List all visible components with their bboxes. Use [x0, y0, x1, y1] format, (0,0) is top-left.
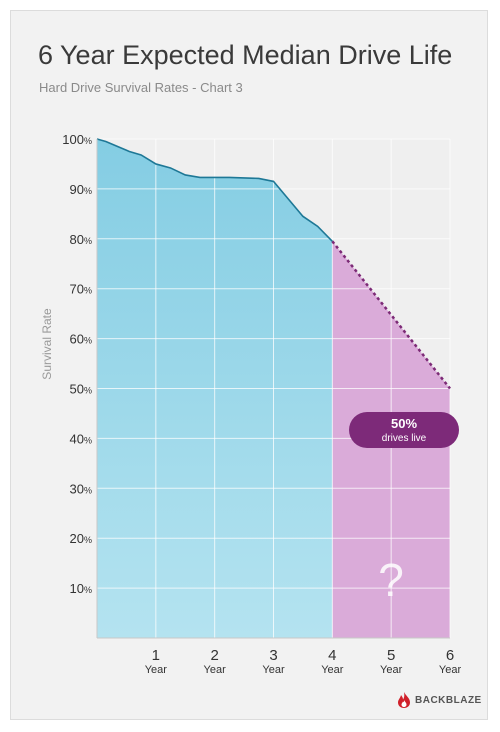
y-tick-label: 70% [70, 282, 92, 297]
x-tick-number: 5 [387, 647, 395, 664]
chart-subtitle: Hard Drive Survival Rates - Chart 3 [39, 80, 243, 95]
y-tick-label: 100% [62, 132, 92, 147]
y-tick-label: 50% [70, 382, 92, 397]
x-tick-number: 4 [328, 647, 336, 664]
annotation-pill [349, 412, 459, 448]
brand-logo: BACKBLAZE [397, 692, 482, 708]
brand-name: BACKBLAZE [415, 694, 482, 706]
x-tick-number: 1 [152, 647, 160, 664]
y-tick-label: 80% [70, 232, 92, 247]
x-tick-unit: Year [204, 664, 227, 676]
y-tick-label: 10% [70, 581, 92, 596]
y-tick-label: 20% [70, 531, 92, 546]
question-mark: ? [378, 554, 404, 606]
chart-title: 6 Year Expected Median Drive Life [38, 40, 453, 70]
y-tick-label: 60% [70, 332, 92, 347]
x-tick-unit: Year [262, 664, 285, 676]
x-tick-unit: Year [145, 664, 168, 676]
annotation-caption: drives live [382, 433, 427, 444]
y-tick-label: 40% [70, 431, 92, 446]
projected-line [331, 240, 451, 390]
x-tick-unit: Year [321, 664, 344, 676]
observed-line [96, 138, 333, 242]
x-tick-number: 6 [446, 647, 454, 664]
x-tick-unit: Year [380, 664, 403, 676]
flame-icon [398, 692, 410, 708]
x-tick-unit: Year [439, 664, 462, 676]
x-tick-number: 3 [269, 647, 277, 664]
y-tick-label: 90% [70, 182, 92, 197]
y-tick-label: 30% [70, 481, 92, 496]
annotation-value: 50% [391, 416, 417, 431]
x-tick-number: 2 [210, 647, 218, 664]
